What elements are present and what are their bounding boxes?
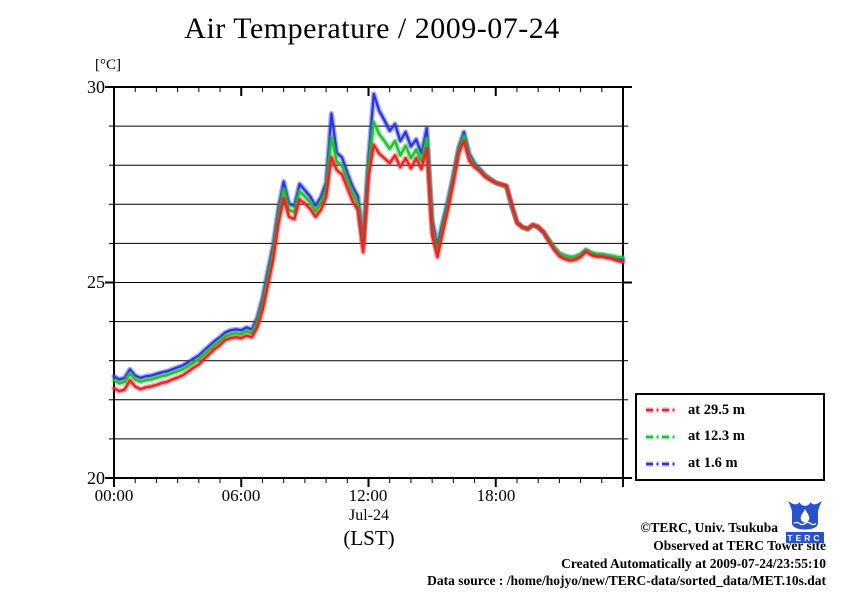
- x-tick-label-1800: 18:00: [476, 486, 516, 505]
- y-tick-label-30: 30: [87, 77, 105, 97]
- y-axis-unit-label: [°C]: [95, 57, 121, 73]
- logo-text: TERC: [787, 533, 822, 543]
- chart-title: Air Temperature / 2009-07-24: [184, 12, 560, 45]
- legend-label: at 1.6 m: [688, 455, 738, 472]
- created-line: Created Automatically at 2009-07-24/23:5…: [561, 556, 826, 571]
- y-tick-label-20: 20: [87, 468, 105, 488]
- legend-line-sample-red: [646, 407, 678, 413]
- y-tick-label-25: 25: [87, 272, 105, 292]
- credit-line: ©TERC, Univ. Tsukuba: [640, 520, 778, 535]
- legend-label: at 12.3 m: [688, 428, 745, 445]
- legend-line-sample-green: [646, 434, 678, 440]
- x-axis-tz-label: (LST): [343, 526, 395, 550]
- legend-item-12-3m: at 12.3 m: [637, 424, 823, 450]
- logo-droplet-icon: [800, 509, 810, 523]
- x-tick-label-0600: 06:00: [221, 486, 261, 505]
- observed-line: Observed at TERC Tower site: [653, 538, 826, 553]
- x-tick-label-0000: 00:00: [94, 486, 134, 505]
- logo-band: [786, 532, 824, 543]
- x-axis-date-label: Jul-24: [349, 507, 389, 524]
- legend-label: at 29.5 m: [688, 401, 745, 418]
- legend-item-29-5m: at 29.5 m: [637, 397, 823, 423]
- legend-box: at 29.5 m at 12.3 m at 1.6 m: [635, 393, 825, 481]
- legend-item-1-6m: at 1.6 m: [637, 451, 823, 477]
- x-tick-label-1200: 12:00: [348, 486, 388, 505]
- terc-logo: TERC: [786, 501, 824, 543]
- datasource-line: Data source : /home/hojyo/new/TERC-data/…: [427, 573, 826, 588]
- legend-line-sample-blue: [646, 461, 678, 467]
- logo-wave-line: [793, 521, 817, 526]
